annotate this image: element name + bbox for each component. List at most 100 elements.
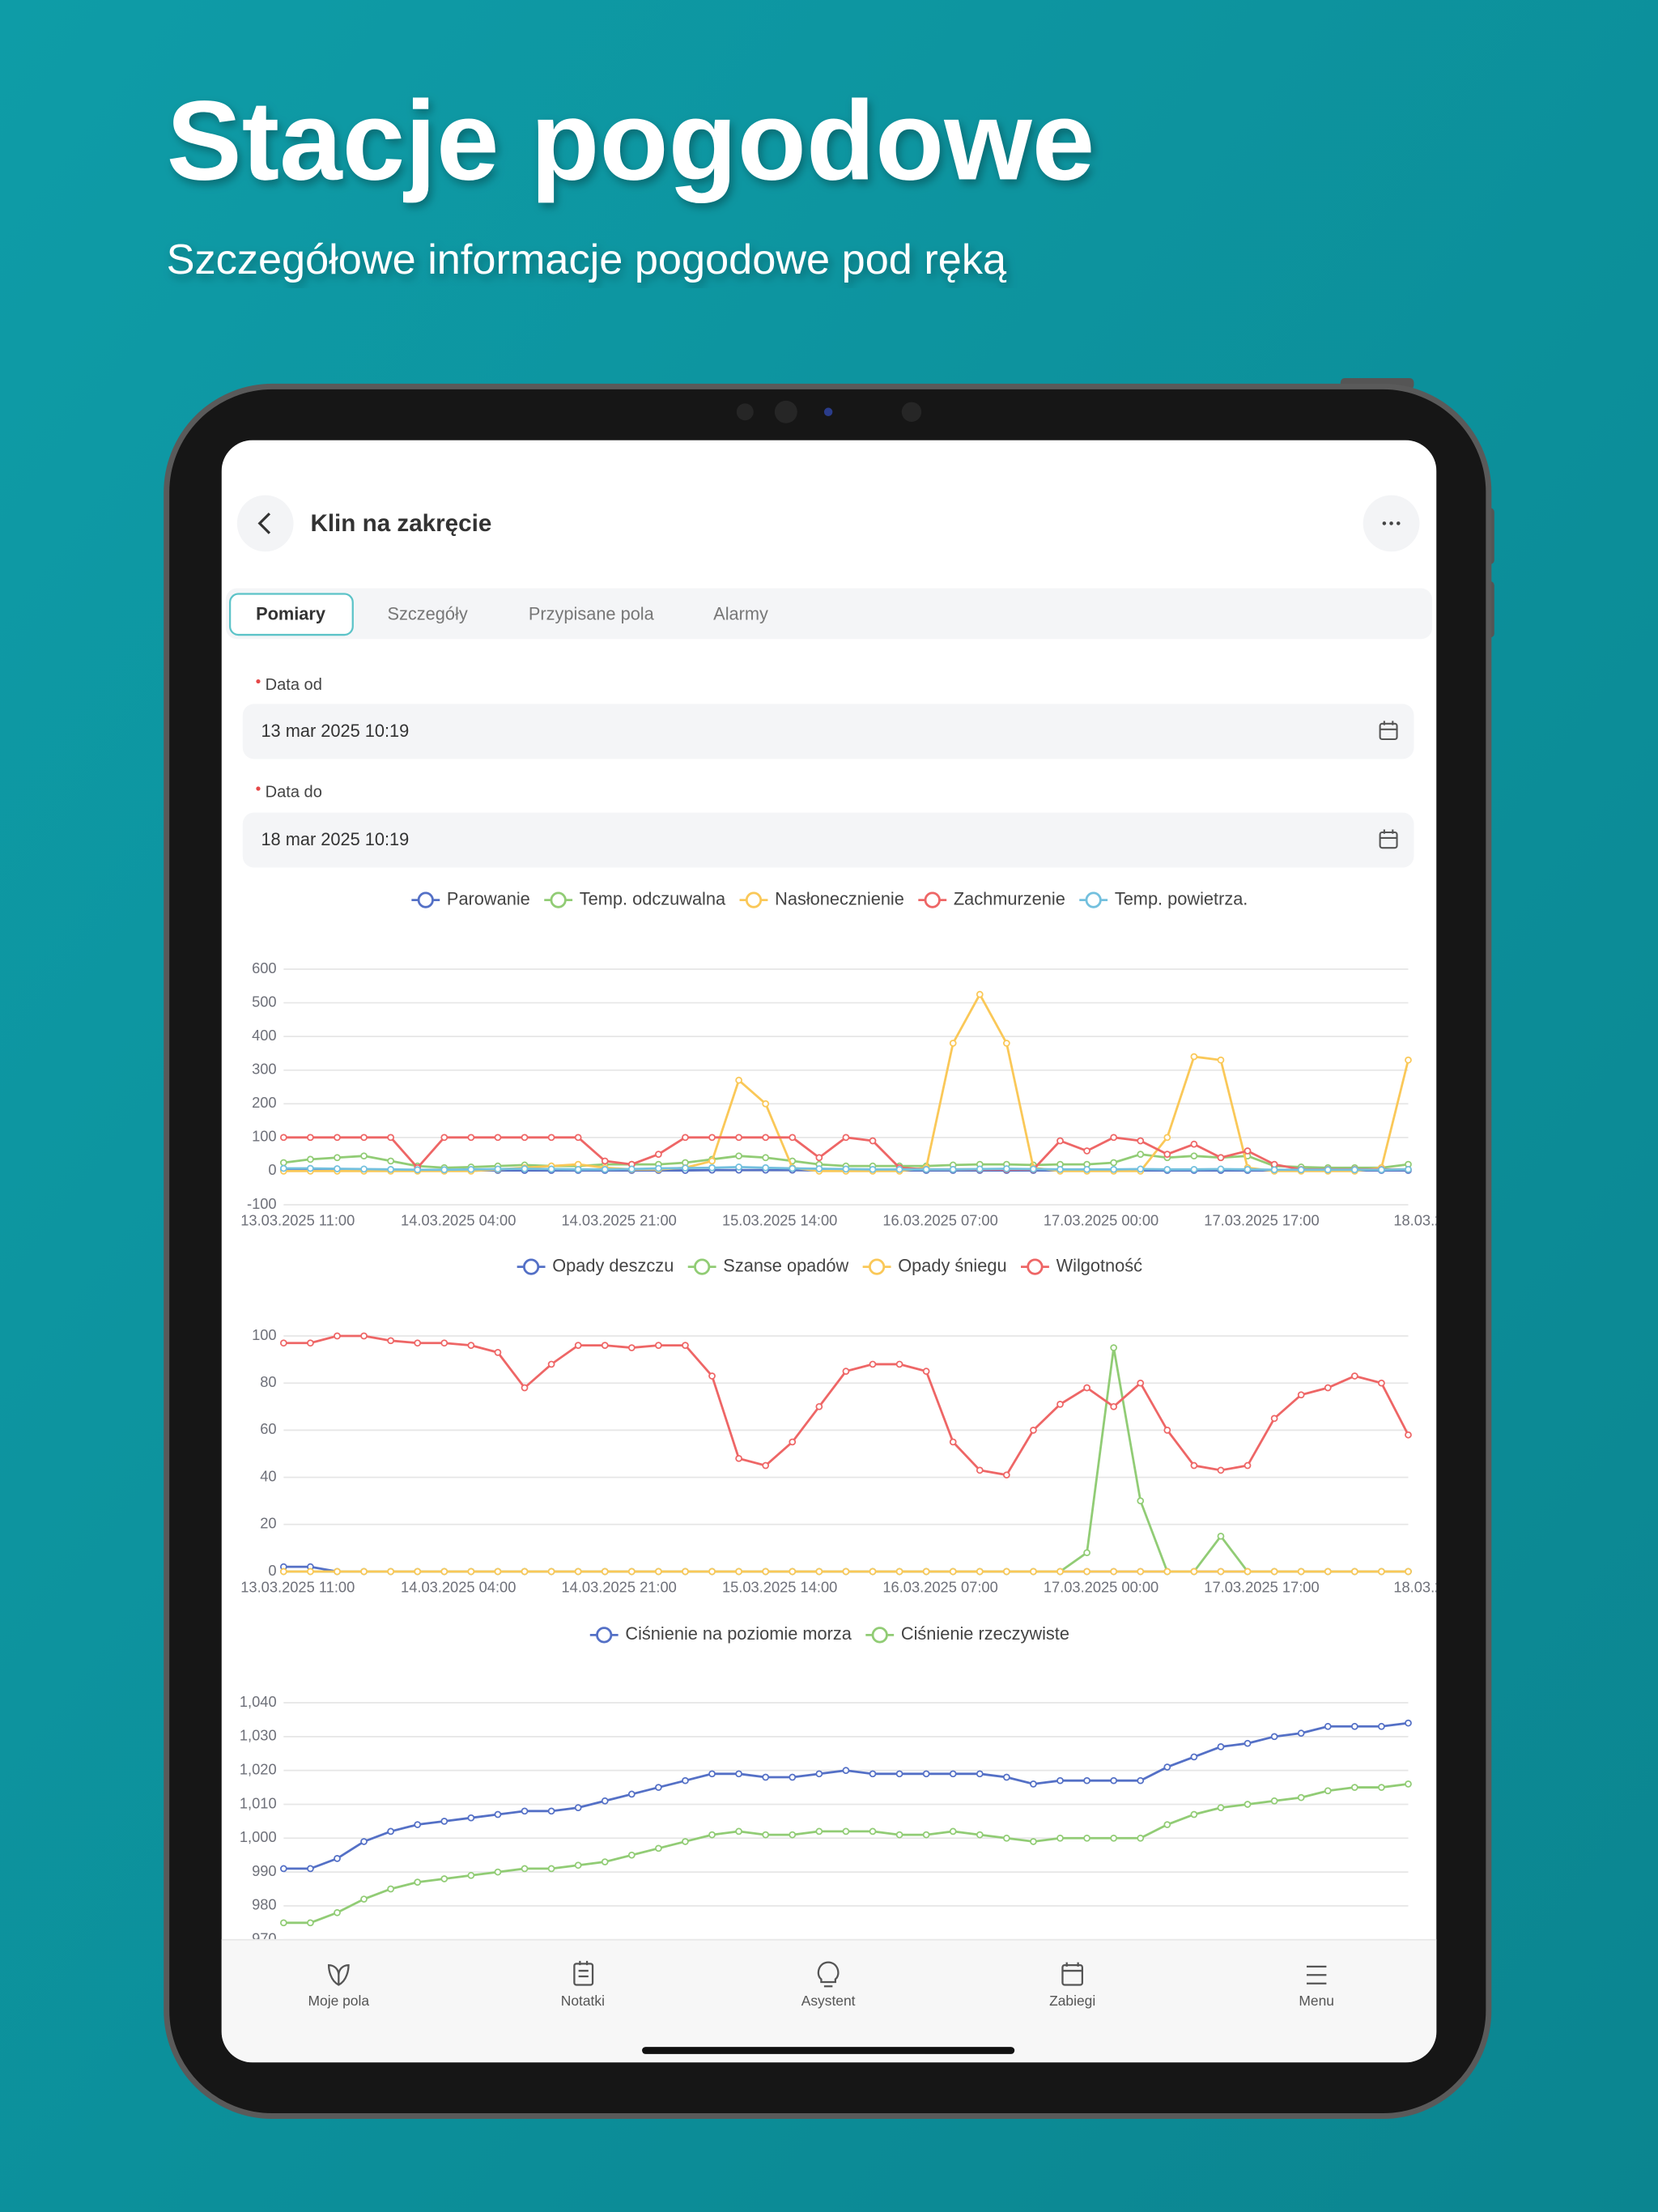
- tab[interactable]: Pomiary: [256, 603, 325, 623]
- data-point: [279, 1568, 287, 1576]
- data-point: [1137, 1568, 1145, 1576]
- legend-label: Opady śniegu: [898, 1255, 1006, 1275]
- data-point: [1163, 1763, 1171, 1771]
- legend-symbol: [522, 1258, 540, 1275]
- data-point: [1324, 1384, 1332, 1392]
- data-point: [682, 1134, 689, 1142]
- legend-label: Zachmurzenie: [954, 888, 1065, 908]
- data-point: [1030, 1568, 1037, 1576]
- data-point: [1324, 1787, 1332, 1795]
- data-point: [414, 1821, 422, 1828]
- legend-label: Wilgotność: [1056, 1255, 1143, 1275]
- nav-bar: [221, 1939, 1437, 2063]
- data-point: [1030, 1427, 1037, 1434]
- legend-label: Szanse opadów: [723, 1255, 848, 1275]
- data-point: [1297, 1568, 1305, 1576]
- x-tick-label: 14.03.2025 21:00: [561, 1212, 676, 1229]
- data-point: [547, 1865, 555, 1873]
- data-point: [655, 1164, 662, 1172]
- nav-label[interactable]: Zabiegi: [1049, 1993, 1095, 2009]
- tab-active[interactable]: [228, 593, 354, 636]
- data-point: [1083, 1834, 1090, 1842]
- data-point: [735, 1152, 742, 1160]
- back-button[interactable]: [236, 495, 294, 552]
- data-point: [976, 1831, 984, 1839]
- data-point: [360, 1568, 368, 1576]
- data-point: [842, 1368, 850, 1376]
- nav-label[interactable]: Moje pola: [308, 1993, 370, 2009]
- data-point: [1110, 1159, 1118, 1167]
- data-point: [1350, 1372, 1358, 1380]
- data-point: [922, 1770, 930, 1778]
- data-point: [1324, 1568, 1332, 1576]
- data-point: [762, 1163, 770, 1172]
- data-point: [895, 1770, 903, 1778]
- data-point: [1163, 1165, 1171, 1173]
- data-point: [1350, 1722, 1358, 1730]
- data-point: [735, 1134, 742, 1142]
- data-point: [440, 1166, 449, 1174]
- data-point: [627, 1165, 636, 1173]
- tab[interactable]: Szczegóły: [388, 603, 468, 623]
- legend: Opady deszczu Szanse opadów Opady śniegu Wi…: [517, 1255, 1143, 1275]
- tab[interactable]: Przypisane pola: [529, 603, 655, 623]
- nav-label[interactable]: Notatki: [561, 1993, 605, 2009]
- data-point: [842, 1165, 850, 1173]
- data-point: [895, 1831, 903, 1839]
- data-point: [1003, 1165, 1010, 1172]
- date-input[interactable]: [242, 812, 1414, 868]
- legend-symbol: [868, 1258, 886, 1275]
- data-point: [869, 1827, 877, 1836]
- data-point: [1083, 1549, 1090, 1557]
- data-point: [521, 1807, 529, 1815]
- calendar-icon: [1379, 829, 1398, 849]
- y-tick-label: 1,030: [240, 1727, 277, 1744]
- y-tick-label: 200: [252, 1094, 277, 1111]
- data-point: [494, 1568, 502, 1576]
- data-point: [1244, 1147, 1252, 1155]
- nav-label[interactable]: Menu: [1299, 1993, 1334, 2009]
- data-point: [1137, 1497, 1145, 1505]
- data-point: [949, 1568, 957, 1576]
- y-tick-label: 500: [252, 993, 277, 1010]
- legend: Ciśnienie na poziomie morza Ciśnienie rze…: [589, 1623, 1069, 1644]
- data-point: [1056, 1165, 1064, 1173]
- data-point: [387, 1885, 394, 1893]
- data-point: [1056, 1568, 1064, 1576]
- data-point: [1003, 1773, 1010, 1781]
- nav-label[interactable]: Asystent: [801, 1993, 856, 2009]
- data-point: [279, 1865, 287, 1873]
- data-point: [1030, 1165, 1037, 1173]
- data-point: [414, 1568, 422, 1576]
- data-point: [922, 1368, 930, 1376]
- data-point: [895, 1568, 903, 1576]
- tab[interactable]: Alarmy: [713, 603, 768, 623]
- data-point: [1110, 1402, 1118, 1410]
- field-value: 13 mar 2025 10:19: [261, 721, 409, 741]
- data-point: [735, 1076, 742, 1084]
- data-point: [762, 1154, 770, 1162]
- data-point: [467, 1134, 475, 1142]
- x-tick-label: 14.03.2025 04:00: [401, 1579, 516, 1596]
- data-point: [655, 1342, 662, 1349]
- y-tick-label: 600: [252, 959, 277, 976]
- data-point: [949, 1040, 957, 1047]
- chart: 0 20 40 60 80 100 13.03.2025 11:00 14.03.2025 0…: [240, 1255, 1436, 1596]
- data-point: [1297, 1166, 1305, 1174]
- data-point: [1137, 1834, 1145, 1842]
- date-input[interactable]: [242, 704, 1414, 759]
- data-point: [976, 1165, 984, 1173]
- x-tick-label: 14.03.2025 21:00: [561, 1579, 676, 1596]
- legend-label: Temp. powietrza.: [1115, 888, 1248, 908]
- data-point: [1244, 1739, 1252, 1747]
- data-point: [815, 1165, 823, 1172]
- data-point: [467, 1342, 475, 1349]
- data-point: [976, 990, 984, 998]
- data-point: [547, 1134, 555, 1142]
- legend-symbol: [924, 891, 941, 908]
- data-point: [949, 1770, 957, 1778]
- data-point: [1083, 1776, 1090, 1784]
